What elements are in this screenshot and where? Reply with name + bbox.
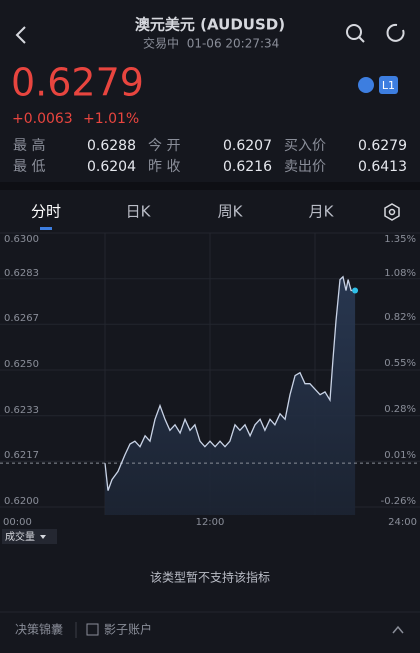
stat-label: 卖出价: [284, 159, 326, 175]
volume-label: 成交量: [5, 530, 35, 543]
y2-tick-label: -0.26%: [381, 496, 416, 507]
divider: [0, 182, 420, 190]
y2-tick-label: 0.55%: [384, 358, 416, 369]
stat-value: 0.6207: [223, 138, 272, 154]
status: 交易中: [143, 36, 179, 51]
stat-label: 买入价: [284, 138, 326, 154]
footer-link[interactable]: 影子账户: [104, 622, 152, 637]
back-button[interactable]: [15, 26, 26, 44]
tabs: 分时 日K 周K 月K: [31, 203, 335, 221]
title: 澳元美元 (AUDUSD): [135, 16, 285, 34]
stat-value: 0.6288: [87, 138, 136, 154]
level-badge-text: L1: [382, 79, 395, 92]
stat-label: 今 开: [148, 138, 180, 154]
stat-label: 最 高: [13, 137, 45, 154]
stat-value: 0.6204: [87, 159, 136, 175]
y-tick-label: 0.6267: [4, 313, 39, 324]
y-tick-label: 0.6250: [4, 359, 39, 370]
datetime: 01-06 20:27:34: [187, 37, 280, 51]
y2-tick-label: 1.08%: [384, 268, 416, 279]
tab[interactable]: 月K: [309, 203, 335, 221]
y-tick-label: 0.6283: [4, 268, 39, 279]
stat-label: 昨 收: [148, 159, 180, 175]
price-line: [104, 275, 356, 491]
expand-button[interactable]: [392, 625, 404, 634]
x-tick-label: 00:00: [3, 517, 32, 528]
stat-value: 0.6216: [223, 159, 272, 175]
y-tick-label: 0.6300: [4, 234, 39, 245]
dropdown-arrow: [40, 535, 46, 539]
refresh-button[interactable]: [386, 23, 405, 42]
stats: 最 高 0.6288 今 开 0.6207 买入价 0.6279 最 低 0.6204 昨 收 0…: [13, 137, 407, 175]
y-tick-label: 0.6200: [4, 496, 39, 507]
volume-selector[interactable]: [2, 529, 57, 544]
x-tick-label: 12:00: [196, 517, 225, 528]
y2-tick-label: 0.28%: [384, 404, 416, 415]
area: [105, 276, 356, 515]
settings-button[interactable]: [384, 203, 400, 221]
account-icon: [86, 623, 99, 636]
level-badge[interactable]: [379, 76, 398, 94]
stat-label: 最 低: [13, 159, 45, 175]
tab-underline: [40, 227, 52, 230]
last-point: [352, 287, 359, 294]
stat-value: 0.6279: [358, 138, 407, 154]
change-percent: +1.01%: [83, 111, 139, 127]
chart: 0.6300 0.6283 0.6267 0.6250 0.6233 0.6217 0.62…: [0, 232, 420, 528]
y2-tick-label: 1.35%: [384, 234, 416, 245]
footer-link[interactable]: 决策锦囊: [15, 622, 63, 637]
price: 0.6279: [11, 61, 144, 105]
y2-tick-label: 0.01%: [384, 450, 416, 461]
tab[interactable]: 周K: [218, 203, 244, 221]
stat-value: 0.6413: [358, 159, 407, 175]
notice: 该类型暂不支持该指标: [150, 570, 270, 585]
y-tick-label: 0.6217: [4, 450, 39, 461]
tab[interactable]: 日K: [126, 203, 152, 221]
x-tick-label: 24:00: [388, 517, 417, 528]
globe-icon[interactable]: [358, 77, 374, 93]
y-tick-label: 0.6233: [4, 405, 39, 416]
search-button[interactable]: [346, 24, 365, 43]
tab[interactable]: 分时: [31, 203, 61, 221]
change: +0.0063: [12, 111, 73, 127]
y2-tick-label: 0.82%: [384, 312, 416, 323]
